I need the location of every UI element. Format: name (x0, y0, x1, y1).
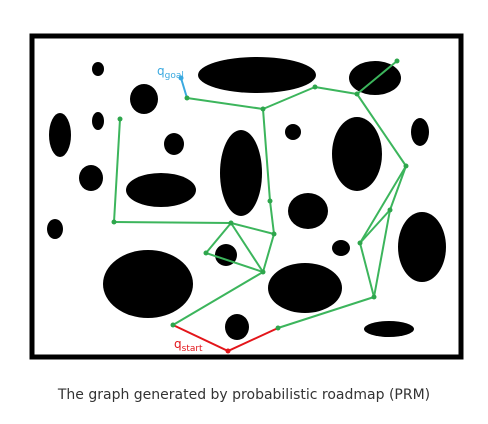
roadmap-edge (113, 221, 232, 224)
roadmap-node (371, 294, 377, 300)
obstacle (268, 263, 342, 313)
roadmap-edge (314, 86, 358, 95)
goal-edge (180, 77, 188, 99)
roadmap-node (111, 219, 117, 225)
roadmap-node (357, 240, 363, 246)
roadmap-edge (262, 86, 316, 110)
obstacle (364, 321, 414, 337)
roadmap-edge (359, 242, 375, 298)
roadmap-node (271, 231, 277, 237)
obstacle (398, 212, 446, 282)
obstacle (47, 219, 63, 239)
obstacle (220, 130, 262, 216)
obstacle (285, 124, 301, 140)
roadmap-node (403, 163, 409, 169)
roadmap-node (312, 84, 318, 90)
roadmap-node (170, 322, 176, 328)
roadmap-node (394, 58, 400, 64)
roadmap-edges (113, 60, 407, 329)
start-label-sub: start (182, 344, 203, 354)
roadmap-edge (359, 165, 407, 244)
roadmap-node (117, 116, 123, 122)
obstacle (49, 113, 71, 157)
roadmap-node (387, 207, 393, 213)
roadmap-edge (230, 222, 264, 273)
goal-label-sub: goal (165, 71, 184, 81)
roadmap-node (260, 106, 266, 112)
obstacle (288, 193, 328, 229)
obstacle (332, 117, 382, 191)
roadmap-nodes (111, 58, 409, 331)
roadmap-edge (269, 200, 275, 235)
obstacle (198, 57, 316, 93)
roadmap-node (275, 325, 281, 331)
start-node (225, 348, 231, 354)
obstacle (92, 62, 104, 76)
roadmap-edge (373, 209, 391, 298)
obstacle (130, 84, 158, 114)
roadmap-edge (205, 222, 232, 254)
roadmap-edge (277, 296, 375, 329)
obstacle (225, 314, 249, 340)
roadmap-node (260, 269, 266, 275)
roadmap-edge (205, 252, 264, 273)
roadmap-edge (356, 60, 398, 95)
roadmap-edge (172, 271, 264, 326)
start-label-main: q (174, 337, 182, 351)
roadmap-edge (356, 93, 407, 167)
goal-node (178, 75, 184, 81)
roadmap-edge (262, 233, 275, 273)
goal-label: qgoal (157, 64, 184, 81)
roadmap-edge (113, 118, 121, 223)
obstacle (332, 240, 350, 256)
roadmap-node (184, 95, 190, 101)
obstacle (164, 133, 184, 155)
roadmap-edge (186, 97, 264, 110)
roadmap-node (354, 91, 360, 97)
obstacle (411, 118, 429, 146)
roadmap-edge (389, 165, 407, 211)
roadmap-node (203, 250, 209, 256)
roadmap-edge (359, 209, 391, 244)
obstacle (103, 250, 193, 318)
obstacle (92, 112, 104, 130)
obstacle (79, 165, 103, 191)
obstacle (126, 173, 196, 207)
figure-caption: The graph generated by probabilistic roa… (57, 387, 431, 403)
start-label: qstart (174, 337, 203, 354)
goal-label-main: q (157, 64, 165, 78)
roadmap-node (267, 198, 273, 204)
roadmap-edge (230, 222, 275, 235)
roadmap-node (228, 220, 234, 226)
roadmap-edge (262, 108, 271, 202)
